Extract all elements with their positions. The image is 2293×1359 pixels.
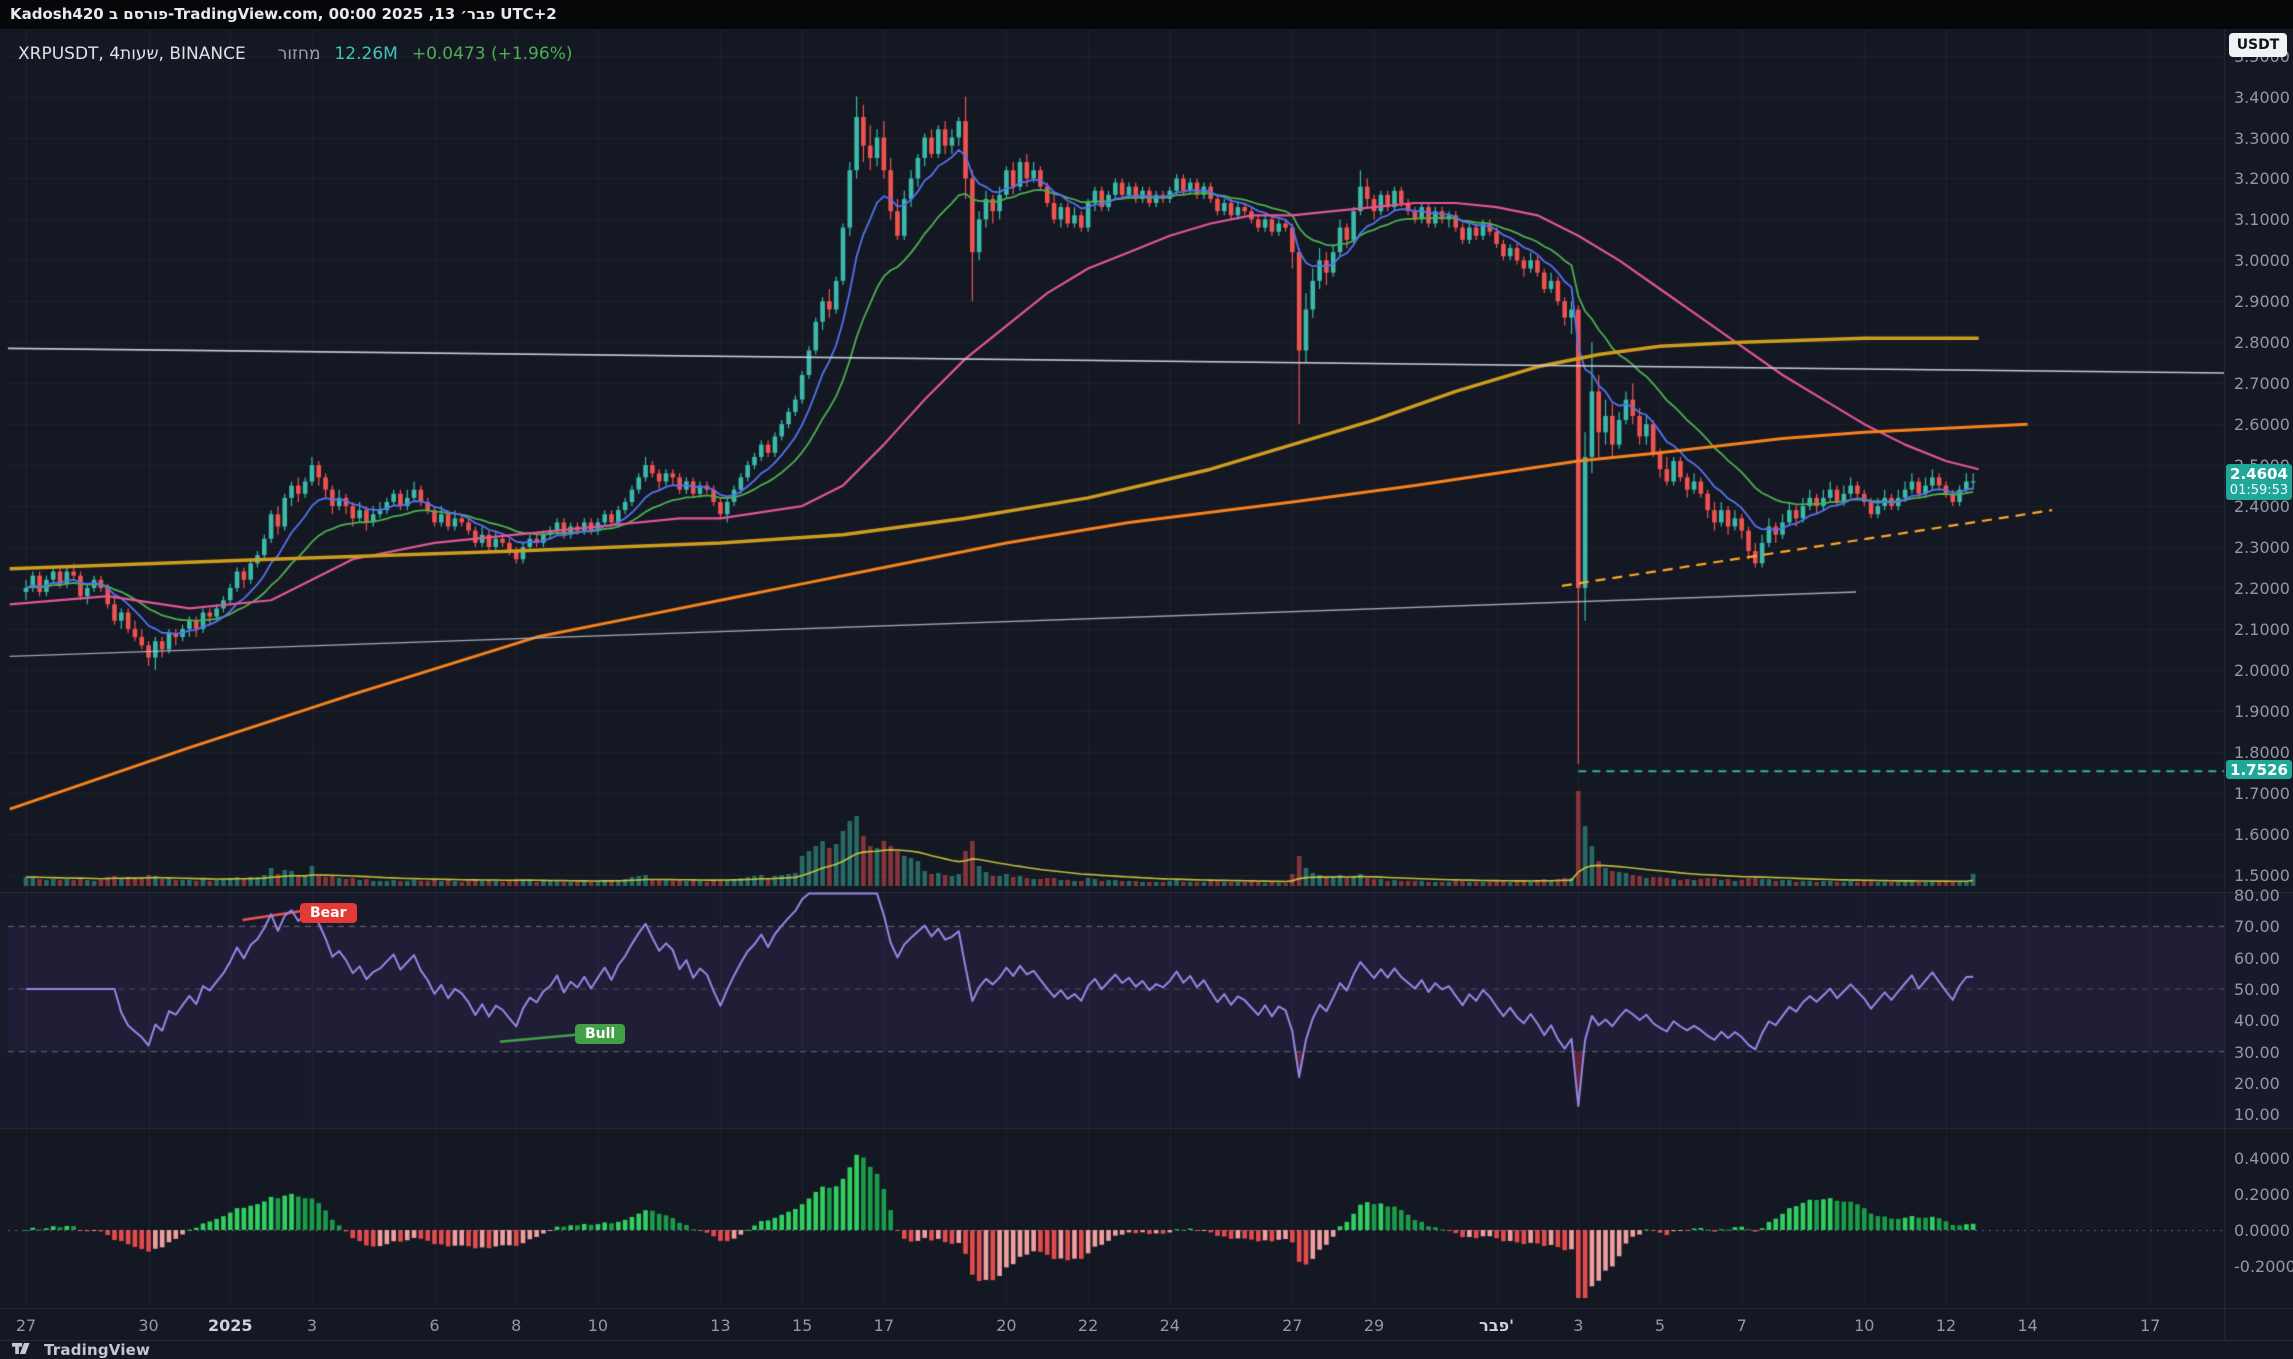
time-tick-label: 17 <box>2140 1316 2161 1335</box>
axis-tick-label: 70.00 <box>2234 917 2280 937</box>
axis-tick-label: 2.3000 <box>2234 538 2290 557</box>
titlebar-text: Kadosh420 פורסם ב-TradingView.com, 00:00… <box>10 5 557 23</box>
axis-tick-label: 2.7000 <box>2234 374 2290 394</box>
change-value: +0.0473 (+1.96%) <box>411 44 573 64</box>
axis-tick-label: 1.5000 <box>2234 865 2290 885</box>
time-tick-label: 3 <box>1573 1316 1584 1335</box>
time-tick-label: 20 <box>996 1316 1017 1335</box>
footer-bar: TradingView <box>0 1340 2293 1359</box>
tradingview-logo-icon[interactable] <box>12 1341 36 1359</box>
axis-tick-label: 1.6000 <box>2234 824 2290 844</box>
axis-tick-label: 3.1000 <box>2234 210 2290 230</box>
axis-tick-label: 1.9000 <box>2234 701 2290 721</box>
axis-tick-label: 20.00 <box>2234 1074 2280 1094</box>
time-tick-label: 27 <box>15 1316 37 1335</box>
time-tick-label: 8 <box>511 1316 522 1335</box>
axis-tick-label: 50.00 <box>2234 980 2280 1000</box>
currency-toggle-usdt[interactable]: USDT <box>2229 33 2287 57</box>
support-price-value: 1.7526 <box>2230 761 2288 779</box>
bear-annotation[interactable]: Bear <box>300 903 357 923</box>
axis-tick-label: 0.2000 <box>2234 1185 2290 1205</box>
time-tick-label: 6 <box>429 1316 440 1335</box>
volume-label: מחזור <box>277 44 321 64</box>
volume-value: 12.26M <box>334 44 398 64</box>
axis-tick-label: 30.00 <box>2234 1042 2280 1062</box>
window-titlebar: Kadosh420 פורסם ב-TradingView.com, 00:00… <box>0 0 2293 29</box>
time-tick-label: פבר' <box>1479 1316 1515 1335</box>
current-price-label: 2.4604 01:59:53 <box>2226 464 2292 500</box>
axis-tick-label: 3.4000 <box>2234 87 2290 107</box>
axis-tick-label: 40.00 <box>2234 1011 2280 1031</box>
tradingview-brand-text[interactable]: TradingView <box>44 1341 151 1359</box>
axis-tick-label: 3.3000 <box>2234 128 2290 148</box>
support-price-label: 1.7526 <box>2226 760 2292 779</box>
axis-tick-label: 60.00 <box>2234 948 2280 968</box>
current-price-value: 2.4604 <box>2230 465 2288 483</box>
axis-tick-label: 2.1000 <box>2234 619 2290 639</box>
time-tick-label: 5 <box>1654 1316 1666 1335</box>
axis-tick-label: 3.0000 <box>2234 251 2290 271</box>
time-tick-label: 27 <box>1282 1316 1303 1335</box>
time-tick-label: 3 <box>306 1316 318 1335</box>
chart-canvas[interactable] <box>0 29 2293 1359</box>
axis-tick-label: 10.00 <box>2234 1105 2280 1125</box>
symbol-title[interactable]: XRPUSDT, 4שעות, BINANCE <box>18 44 246 64</box>
axis-tick-label: 80.00 <box>2234 886 2280 905</box>
bar-countdown: 01:59:53 <box>2229 483 2289 498</box>
time-tick-label: 22 <box>1077 1316 1099 1335</box>
time-tick-label: 2025 <box>207 1316 253 1335</box>
axis-tick-label: 1.7000 <box>2234 783 2290 803</box>
chart-legend: XRPUSDT, 4שעות, BINANCE מחזור 12.26M +0.… <box>18 44 572 64</box>
axis-tick-label: 2.4000 <box>2234 497 2290 517</box>
time-tick-label: 12 <box>1935 1316 1957 1335</box>
time-tick-label: 15 <box>791 1316 813 1335</box>
axis-tick-label: 2.2000 <box>2234 578 2290 598</box>
axis-tick-label: 1.8000 <box>2234 742 2290 762</box>
time-tick-label: 14 <box>2017 1316 2038 1335</box>
time-tick-label: 10 <box>1854 1316 1875 1335</box>
axis-tick-label: 0.0000 <box>2234 1221 2290 1240</box>
time-tick-label: 24 <box>1159 1316 1180 1335</box>
axis-tick-label: 2.0000 <box>2234 660 2290 680</box>
axis-tick-label: 2.9000 <box>2234 292 2290 312</box>
time-tick-label: 13 <box>710 1316 731 1335</box>
axis-tick-label: 2.6000 <box>2234 415 2290 435</box>
bull-annotation[interactable]: Bull <box>575 1024 626 1044</box>
time-tick-label: 10 <box>587 1316 609 1335</box>
axis-tick-label: 2.8000 <box>2234 333 2290 353</box>
time-tick-label: 29 <box>1363 1316 1385 1335</box>
axis-tick-label: 0.4000 <box>2234 1149 2290 1169</box>
axis-tick-label: 3.2000 <box>2234 169 2290 189</box>
time-tick-label: 17 <box>873 1316 895 1335</box>
axis-tick-label: -0.2000 <box>2234 1256 2293 1276</box>
time-tick-label: 7 <box>1736 1316 1747 1335</box>
time-tick-label: 30 <box>138 1316 159 1335</box>
